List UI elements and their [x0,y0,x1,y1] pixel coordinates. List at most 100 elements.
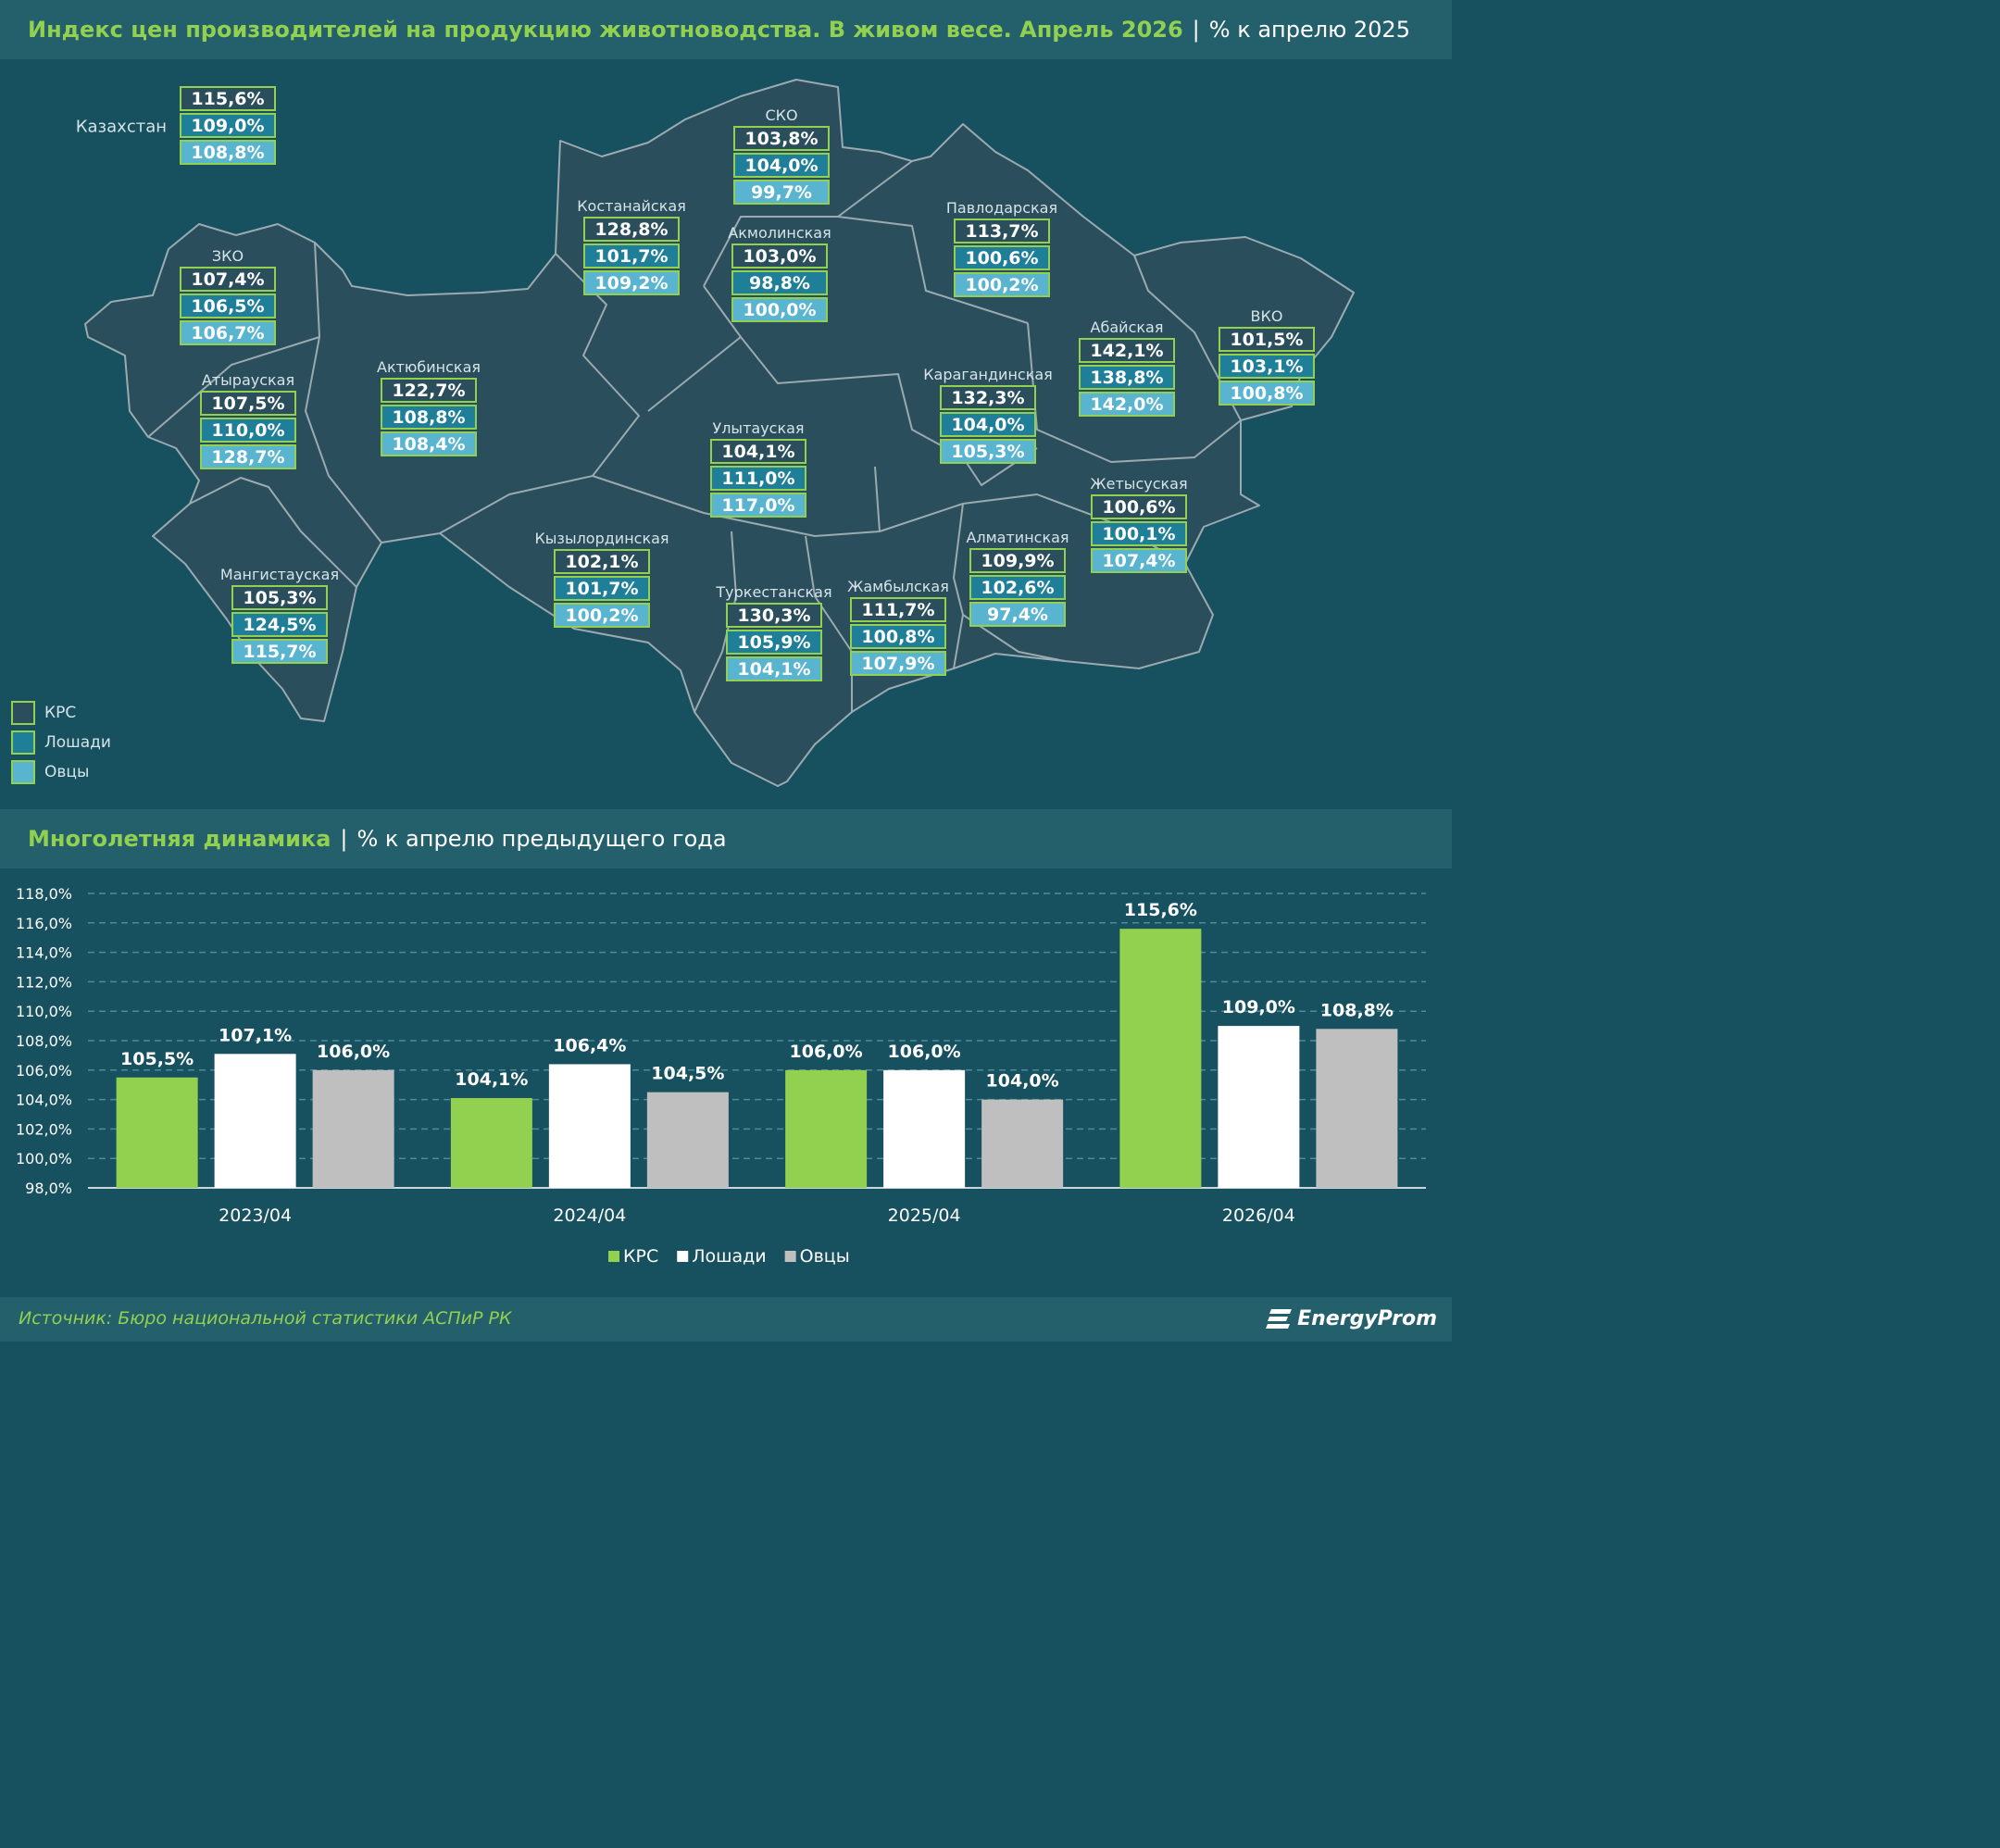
brand-logo: EnergyProm [1266,1305,1437,1331]
chart-title: Многолетняя динамика [28,826,331,852]
legend-item-krs: КРС [11,700,111,726]
legend-label: КРС [44,704,77,722]
sheep-value: 100,2% [954,272,1050,297]
legend-label: Лошади [692,1246,766,1267]
sheep-value: 104,1% [726,656,822,681]
sheep-value: 106,7% [180,320,276,345]
krs-value: 103,8% [733,126,830,151]
region-sko: СКО 103,8% 104,0% 99,7% [733,106,830,206]
krs-value: 107,5% [200,391,296,416]
region-name: Костанайская [577,197,686,215]
legend-swatch [11,701,35,725]
region-ulytau: Улытауская 104,1% 111,0% 117,0% [710,419,806,519]
map-legend: КРС Лошади Овцы [11,700,111,789]
map-title: Индекс цен производителей на продукцию ж… [28,17,1183,43]
horses-value: 111,0% [710,466,806,491]
data-label: 106,4% [553,1035,626,1055]
krs-value: 100,6% [1091,494,1187,519]
region-zhetysu: Жетысуская 100,6% 100,1% 107,4% [1090,475,1188,575]
chart-title-bar: Многолетняя динамика | % к апрелю предыд… [0,809,1452,868]
bar [1218,1026,1300,1188]
region-pavlodar: Павлодарская 113,7% 100,6% 100,2% [946,199,1057,299]
horses-value: 106,5% [180,293,276,318]
legend-label: Лошади [44,733,111,752]
region-name: ЗКО [211,247,244,265]
region-name: Карагандинская [923,366,1053,383]
horses-value: 100,6% [954,245,1050,270]
sheep-value: 108,8% [180,140,276,165]
region-aktobe: Актюбинская 122,7% 108,8% 108,4% [377,358,481,458]
data-label: 104,1% [455,1069,528,1090]
bar [646,1092,729,1188]
region-name: Акмолинская [728,224,831,242]
region-kostanay: Костанайская 128,8% 101,7% 109,2% [577,197,686,297]
horses-value: 109,0% [180,113,276,138]
bar [981,1099,1064,1188]
sheep-value: 107,4% [1091,548,1187,573]
region-name: Жамбылская [847,578,949,595]
sheep-value: 105,3% [940,439,1036,464]
legend-swatch [784,1251,796,1262]
sheep-value: 107,9% [850,651,946,676]
bar [312,1069,394,1188]
krs-value: 122,7% [381,378,477,403]
krs-value: 104,1% [710,439,806,464]
y-tick-label: 108,0% [16,1032,72,1050]
y-tick-label: 116,0% [16,915,72,932]
data-label: 106,0% [790,1042,863,1062]
sheep-value: 100,8% [1219,381,1315,406]
region-abai: Абайская 142,1% 138,8% 142,0% [1079,318,1175,418]
data-label: 107,1% [219,1025,292,1045]
horses-value: 98,8% [731,270,828,295]
krs-value: 102,1% [554,549,650,574]
bar [548,1064,631,1188]
region-name: Туркестанская [716,583,832,601]
region-atyrau: Атырауская 107,5% 110,0% 128,7% [200,371,296,471]
energyprom-logo-icon [1266,1309,1293,1329]
region-turkestan: Туркестанская 130,3% 105,9% 104,1% [716,583,832,683]
x-tick-label: 2025/04 [888,1205,961,1226]
region-name: Алматинская [966,529,1069,546]
y-tick-label: 98,0% [25,1180,72,1197]
region-almaty: Алматинская 109,9% 102,6% 97,4% [966,529,1069,629]
region-karaganda: Карагандинская 132,3% 104,0% 105,3% [923,366,1053,466]
data-label: 106,0% [888,1042,961,1062]
y-tick-label: 112,0% [16,973,72,991]
bar [1316,1029,1398,1188]
map-title-bar: Индекс цен производителей на продукцию ж… [0,0,1452,59]
data-label: 104,0% [986,1071,1059,1092]
krs-value: 142,1% [1079,338,1175,363]
y-tick-label: 114,0% [16,944,72,962]
horses-value: 101,7% [554,576,650,601]
region-vko: ВКО 101,5% 103,1% 100,8% [1219,307,1315,407]
map-subtitle: % к апрелю 2025 [1208,17,1410,43]
legend-label: КРС [623,1246,658,1267]
bar [1119,929,1202,1188]
horses-value: 100,1% [1091,521,1187,546]
data-label: 108,8% [1320,1000,1394,1020]
y-tick-label: 104,0% [16,1092,72,1109]
krs-value: 101,5% [1219,327,1315,352]
region-kazakhstan: Казахстан 115,6% 109,0% 108,8% [76,86,276,167]
region-mangystau: Мангистауская 105,3% 124,5% 115,7% [220,566,339,666]
bar [116,1077,198,1188]
region-name: Мангистауская [219,566,340,583]
sheep-value: 100,0% [731,297,828,322]
x-tick-label: 2023/04 [219,1205,292,1226]
legend-swatch [677,1251,689,1262]
legend-swatch [11,730,35,755]
data-label: 104,5% [651,1064,724,1084]
y-tick-label: 102,0% [16,1120,72,1138]
legend-item-sheep: Овцы [11,759,111,785]
region-name: Жетысуская [1090,475,1188,493]
krs-value: 111,7% [850,597,946,622]
source-note: Источник: Бюро национальной статистики А… [19,1308,512,1329]
horses-value: 102,6% [969,575,1066,600]
y-tick-label: 110,0% [16,1003,72,1020]
region-zhambyl: Жамбылская 111,7% 100,8% 107,9% [847,578,949,678]
krs-value: 109,9% [969,548,1066,573]
krs-value: 128,8% [583,217,680,242]
bar [450,1098,532,1188]
region-name: Кызылординская [534,530,669,547]
horses-value: 108,8% [381,405,477,430]
